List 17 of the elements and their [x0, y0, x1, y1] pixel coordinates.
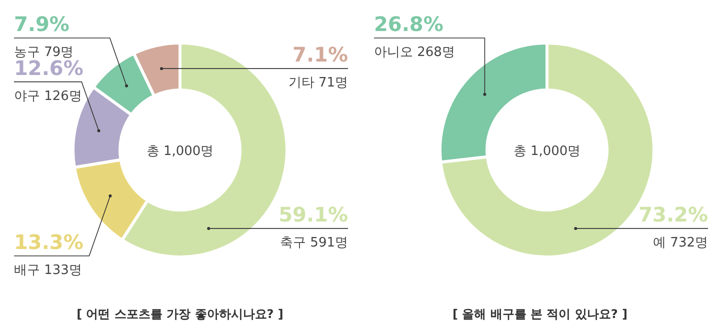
slice-label: 농구 79명 — [14, 45, 74, 60]
slice-label: 예 732명 — [653, 235, 708, 250]
slice-label: 배구 133명 — [14, 262, 82, 278]
text: [ 올해 배구를 본 적이 있나요? ] — [452, 307, 628, 321]
slice-label: 아니오 268명 — [374, 45, 455, 60]
data-label: 59.1% — [278, 202, 348, 226]
data-label: 73.2% — [638, 202, 708, 226]
text: 총 1,000명 — [146, 144, 214, 159]
slice-label: 야구 126명 — [14, 88, 82, 104]
data-label: 7.1% — [292, 42, 348, 67]
slice-label: 기타 71명 — [288, 76, 348, 91]
slice-label: 축구 591명 — [280, 235, 348, 250]
data-label: 26.8% — [374, 12, 444, 36]
data-label: 13.3% — [14, 230, 84, 254]
data-label: 7.9% — [14, 12, 70, 36]
text: [ 어떤 스포츠를 가장 좋아하시나요? ] — [76, 307, 284, 321]
text: 총 1,000명 — [513, 144, 581, 159]
